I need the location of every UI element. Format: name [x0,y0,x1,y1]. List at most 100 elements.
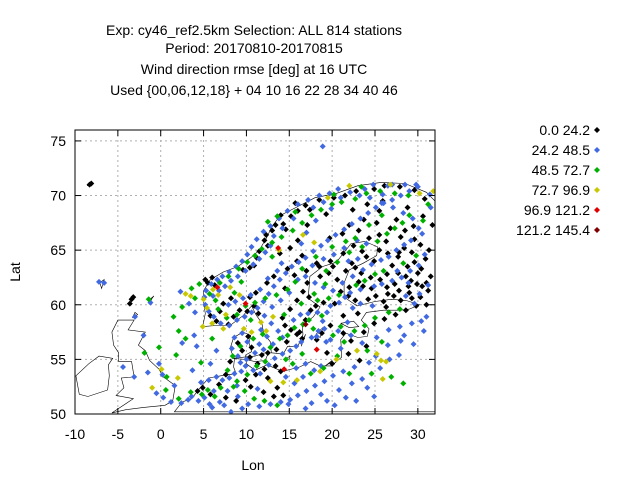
station-point [336,299,342,306]
station-point [206,290,213,297]
station-point [178,400,185,407]
station-point [130,294,137,301]
station-point [320,255,327,262]
station-point [274,267,281,274]
station-point [359,340,366,346]
station-point [324,194,331,201]
coastline [325,360,333,367]
station-point [335,185,342,192]
station-point [292,208,299,215]
station-point [372,271,378,278]
station-point [252,371,259,378]
x-tick-label: -5 [112,426,125,442]
station-point [216,398,223,405]
station-point [337,323,344,330]
station-point [267,378,274,385]
station-point [226,322,233,329]
station-point [254,305,261,312]
station-point [385,253,392,260]
station-point [335,327,342,334]
station-point [413,181,420,188]
station-point [300,288,306,295]
station-point [334,259,341,266]
station-point [430,188,435,195]
station-point [158,366,165,373]
station-point [359,248,366,255]
station-point [285,401,292,408]
station-point [324,237,331,244]
station-point [371,320,378,327]
station-point [427,273,434,280]
station-point [289,360,296,367]
station-point [337,345,344,352]
y-tick-label: 55 [50,351,66,367]
legend-marker [594,167,600,173]
station-point [397,192,404,199]
station-point [159,371,166,378]
station-point [334,276,341,283]
station-point [368,261,375,268]
station-point [313,336,320,343]
station-point [211,393,218,400]
station-point [325,295,332,302]
station-point [374,238,381,245]
station-point [252,252,258,259]
station-point [126,300,133,307]
station-point [264,349,271,356]
station-point [191,332,198,339]
station-point [302,405,309,412]
station-point [368,370,375,377]
station-point [289,227,296,234]
station-point [376,231,383,238]
legend-marker [594,207,600,213]
station-point [354,255,361,262]
station-point [141,349,148,356]
station-point [199,384,206,391]
station-point [270,393,277,400]
station-point [330,287,336,294]
station-point [195,397,202,404]
station-point [227,284,234,291]
station-point [261,366,268,373]
station-point [292,278,299,285]
station-point [316,192,323,199]
station-point [242,300,249,307]
station-point [330,251,337,258]
station-point [302,321,309,328]
station-point [396,352,402,359]
coastline [111,319,176,414]
station-point [247,291,254,298]
station-point [380,298,387,305]
station-point [327,302,334,309]
station-point [357,286,364,293]
station-point [329,243,336,250]
station-point [378,281,385,288]
station-point [179,340,186,346]
station-point [391,225,398,232]
station-point [260,228,267,235]
station-point [369,302,376,309]
station-point [231,370,238,377]
station-point [401,332,408,339]
station-point [234,353,241,360]
station-point [302,317,309,324]
station-point [294,297,300,304]
x-tick-label: 5 [200,426,208,442]
station-point [258,246,265,253]
station-point [284,207,291,214]
station-point [278,260,285,267]
station-point [342,267,349,274]
station-point [422,255,429,262]
station-point [377,188,384,195]
station-point [252,299,258,306]
station-point [303,388,310,395]
title-line-2: Period: 20170810-20170815 [165,40,343,56]
station-point [408,237,414,244]
station-point [210,313,217,320]
station-point [402,227,408,234]
station-point [291,272,298,279]
station-point [101,279,108,286]
station-point [336,386,342,393]
station-point [378,338,385,345]
